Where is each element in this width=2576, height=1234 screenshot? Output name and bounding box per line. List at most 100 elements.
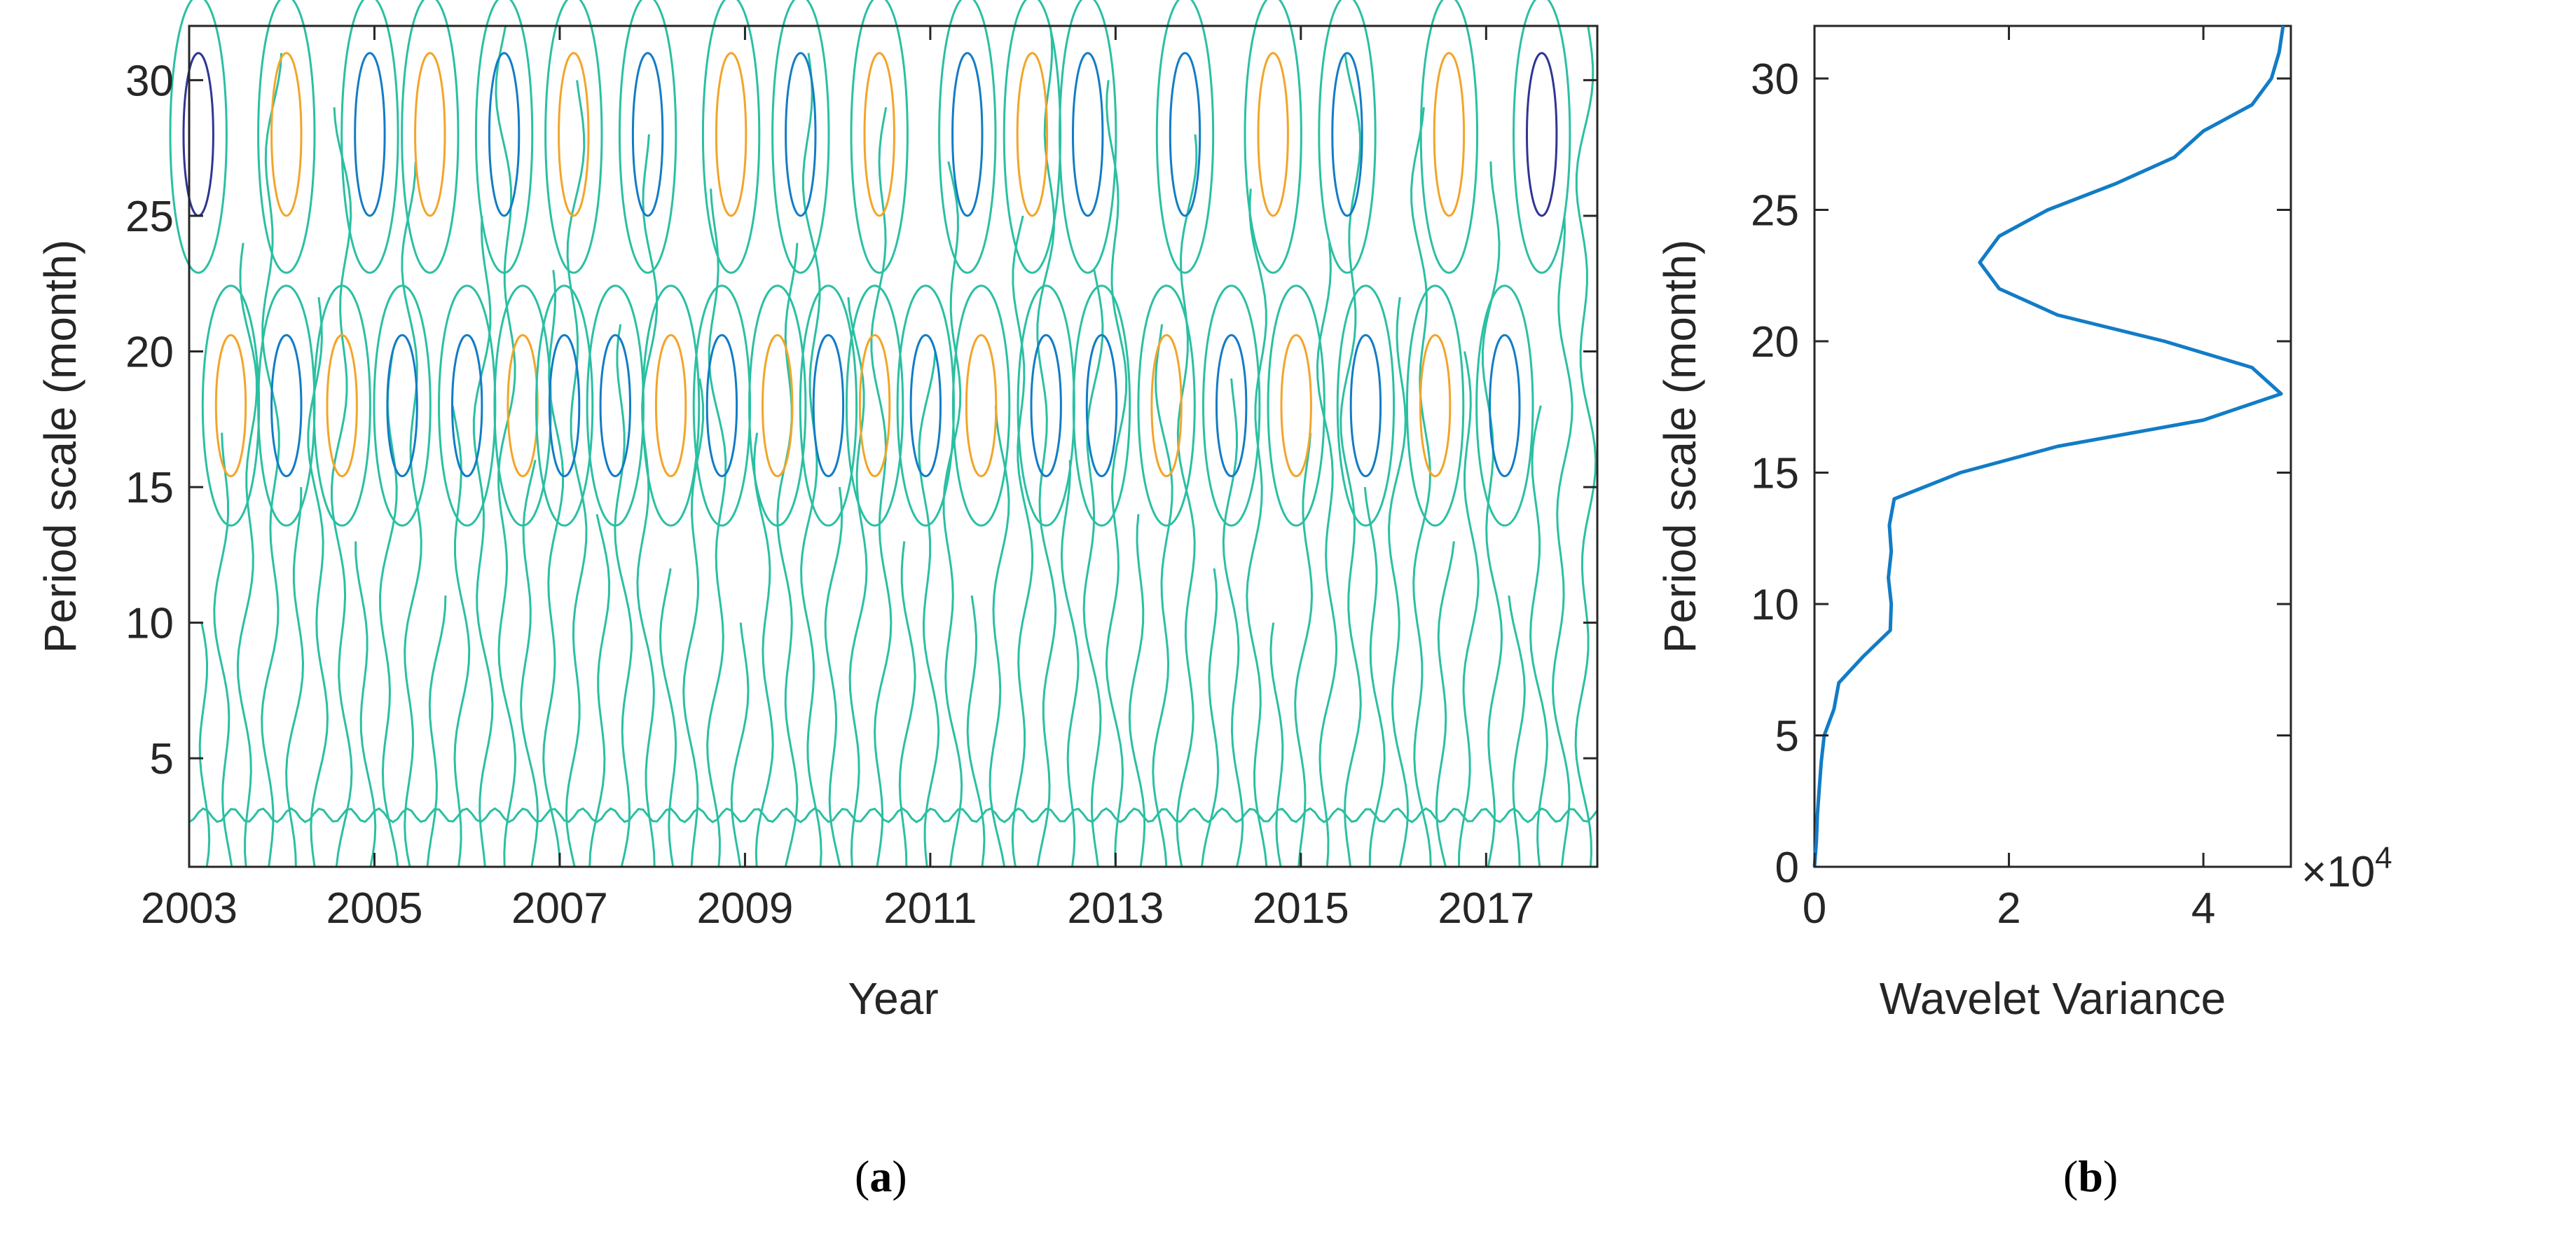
contour-oval-outer [544,0,603,274]
contour-line [636,134,659,868]
contour-oval [558,52,590,217]
panel-a-label: (a) [855,1151,907,1201]
contour-oval-outer [771,0,830,274]
panel-a: 2003 2005 2007 2009 2011 2013 2015 2017 5101520… [35,0,1599,1201]
contour-oval-outer [1513,0,1571,274]
contour-oval-outer [845,284,904,527]
contour-line [898,541,916,868]
contour-oval [1150,334,1183,478]
contour-oval-outer [701,0,761,274]
contour-oval-outer [850,0,909,274]
contour-oval-outer [1336,284,1396,527]
y-tick-label: 10 [1751,581,1799,629]
contour-oval-outer [1072,284,1131,527]
contour-line [401,161,422,868]
contour-oval-outer [312,284,371,527]
contour-oval [654,334,687,478]
contour-oval-outer [1419,0,1479,274]
contour-line [378,351,399,868]
contour-line [870,107,893,868]
contour-line [1105,80,1128,868]
contour-line [753,432,774,868]
contour-oval [270,334,303,478]
contour-line [236,242,259,868]
contour-oval [1419,334,1452,478]
contour-line [1246,188,1268,868]
contour-baseline [188,807,1599,823]
y-tick-label: 25 [125,193,174,241]
contour-oval [386,334,418,478]
contour-oval [1349,334,1382,478]
x-tick-label: 2011 [883,884,977,933]
contour-line [1508,595,1526,868]
x-tick-label: 2 [1997,884,2020,933]
x-tick-label: 0 [1803,884,1826,933]
contour-oval-outer [373,284,432,527]
y-tick-label: 10 [125,600,174,648]
contour-oval [326,334,358,478]
contour-line [1222,378,1244,868]
y-tick-label: 0 [1775,844,1799,892]
contour-line [1011,215,1034,868]
contour-oval [182,52,214,217]
contour-oval-outer [799,284,858,527]
y-tick-label: 5 [1775,713,1799,761]
x-tick-label: 2015 [1253,884,1349,933]
contour-line [1574,25,1597,868]
y-tick-label: 15 [1751,450,1799,498]
contour-oval [1489,334,1521,478]
panel-b-y-ticks: 0 5 10 15 20 25 30 [1751,55,2291,892]
panel-b-label: (b) [2063,1151,2118,1201]
contour-oval-outer [1059,0,1117,274]
contour-oval [1526,52,1558,217]
contour-oval [951,52,984,217]
contour-oval [909,334,942,478]
contour-oval [1016,52,1049,217]
contour-line [1152,324,1173,868]
contour-line [706,188,727,868]
contour-oval [1331,52,1363,217]
contour-oval-outer [1003,0,1062,274]
contour-oval-outer [748,284,807,527]
contour-line [1128,514,1146,868]
contour-oval [1072,52,1104,217]
panel-a-plot-frame [188,25,1599,868]
y-tick-label: 30 [125,57,174,105]
contour-oval [812,334,845,478]
panel-a-x-axis-label: Year [848,973,938,1024]
y-tick-label: 30 [1751,55,1799,104]
contour-line [1551,215,1573,868]
contour-oval [414,52,446,217]
panel-b-y-axis-label: Period scale (month) [1655,240,1705,653]
contour-line [198,622,211,868]
y-tick-label: 20 [1751,318,1799,366]
wavelet-variance-line [1812,25,2285,868]
contour-oval [715,52,748,217]
contour-line [565,80,588,868]
panel-b-x-ticks: 0 2 4 [1803,26,2215,933]
contour-line [800,53,822,868]
contour-oval [451,334,483,478]
contour-oval-outer [474,0,534,274]
contour-oval-outer [586,284,645,527]
y-tick-label: 5 [150,735,174,783]
contour-oval-outer [618,0,677,274]
contour-oval-outer [438,284,497,527]
contour-line [1316,242,1338,868]
contour-oval-outer [1244,0,1302,274]
contour-line [730,622,750,868]
contour-oval-outer [1137,284,1196,527]
contour-line [966,595,986,868]
contour-line [1294,432,1314,868]
contour-oval [1280,334,1312,478]
panel-b-x-multiplier: ×104 [2301,841,2392,896]
contour-line [1339,53,1362,868]
contour-line [261,53,282,868]
contour-line [1176,134,1198,868]
contour-oval-outer [1405,284,1465,527]
contour-line [1458,351,1480,868]
x-tick-label: 2017 [1438,884,1534,933]
contour-line [1481,161,1503,868]
contour-oval [1257,52,1289,217]
contour-oval-outer [201,284,261,527]
